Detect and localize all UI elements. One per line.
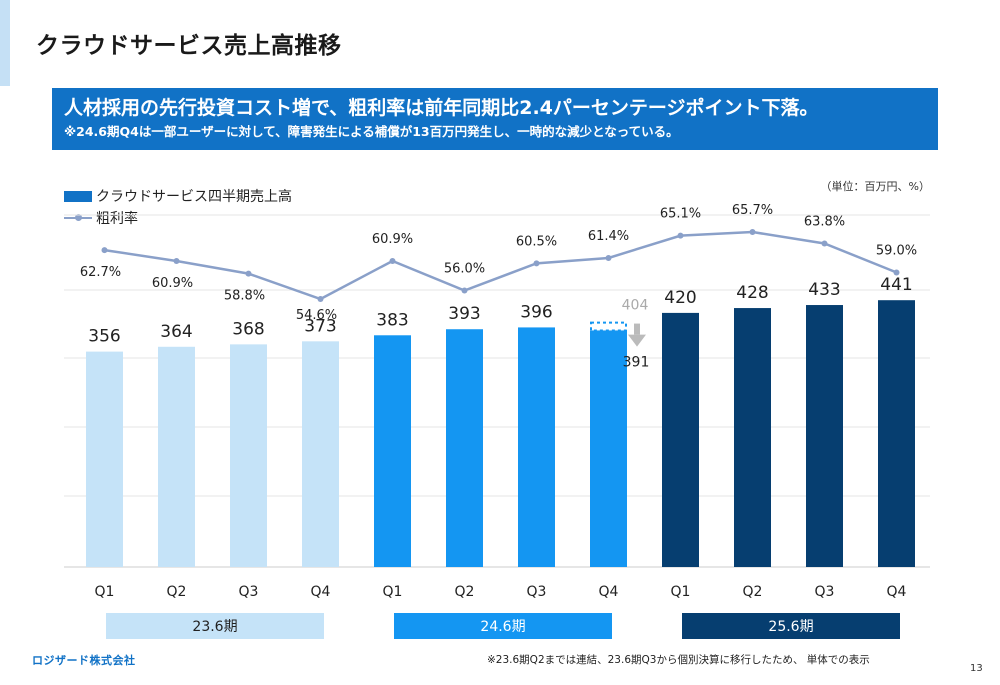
- bar-5: [374, 335, 411, 567]
- page-title: クラウドサービス売上高推移: [36, 33, 342, 59]
- bar-4: [302, 341, 339, 567]
- legend-item-sales: クラウドサービス四半期売上高: [64, 185, 292, 207]
- x-tick-label: Q3: [239, 584, 259, 600]
- margin-point: [173, 257, 180, 264]
- reported-value-label: 391: [623, 355, 650, 371]
- margin-point: [389, 257, 396, 264]
- margin-value-label: 61.4%: [588, 229, 629, 244]
- x-tick-label: Q3: [815, 584, 835, 600]
- decline-arrow-head: [628, 334, 646, 347]
- margin-point: [677, 232, 684, 239]
- margin-value-label: 65.7%: [732, 203, 773, 218]
- margin-point: [533, 260, 540, 267]
- bar-value-label: 356: [88, 327, 120, 347]
- x-tick-label: Q4: [887, 584, 907, 600]
- bar-2: [158, 346, 195, 567]
- bar-value-label: 420: [664, 288, 696, 308]
- bar-value-label: 373: [304, 316, 336, 336]
- footnote: ※23.6期Q2までは連結、23.6期Q3から個別決算に移行したため、 単体での…: [487, 654, 870, 666]
- margin-point: [461, 287, 468, 294]
- bar-3: [230, 344, 267, 567]
- bar-value-label: 383: [376, 310, 408, 330]
- margin-value-label: 63.8%: [804, 214, 845, 229]
- bar-7: [518, 327, 555, 567]
- margin-value-label: 62.7%: [80, 265, 121, 280]
- bar-value-label: 428: [736, 283, 768, 303]
- summary-banner: 人材採用の先行投資コスト増で、粗利率は前年同期比2.4パーセンテージポイント下落…: [52, 88, 938, 150]
- margin-value-label: 54.6%: [296, 308, 337, 323]
- margin-value-label: 56.0%: [444, 262, 485, 277]
- x-tick-label: Q2: [167, 584, 187, 600]
- legend-label-sales: クラウドサービス四半期売上高: [96, 189, 292, 205]
- margin-point: [893, 269, 900, 276]
- x-tick-label: Q4: [311, 584, 331, 600]
- x-tick-label: Q3: [527, 584, 547, 600]
- margin-value-label: 65.1%: [660, 207, 701, 222]
- compensation-gap-outline: [590, 321, 627, 332]
- bar-10: [734, 308, 771, 567]
- decline-arrow-shaft: [634, 323, 640, 335]
- x-tick-label: Q2: [743, 584, 763, 600]
- bar-11: [806, 305, 843, 567]
- x-tick-label: Q1: [95, 584, 115, 600]
- margin-value-label: 60.9%: [372, 232, 413, 247]
- margin-point: [317, 296, 324, 302]
- x-tick-label: Q1: [671, 584, 691, 600]
- x-tick-label: Q2: [455, 584, 475, 600]
- bar-value-label: 368: [232, 319, 264, 339]
- margin-point: [245, 270, 252, 277]
- unit-note: （単位：百万円、%）: [820, 180, 930, 193]
- legend-bar-swatch: [64, 190, 92, 202]
- bar-6: [446, 329, 483, 567]
- bar-1: [86, 351, 123, 567]
- page-number: 13: [970, 663, 983, 674]
- period-label-fy24: 24.6期: [394, 613, 612, 639]
- x-tick-label: Q4: [599, 584, 619, 600]
- legend-line-swatch: [64, 214, 92, 221]
- banner-headline: 人材採用の先行投資コスト増で、粗利率は前年同期比2.4パーセンテージポイント下落…: [64, 97, 819, 119]
- company-logo: ロジザード株式会社: [32, 654, 136, 667]
- margin-value-label: 58.8%: [224, 289, 265, 304]
- period-label-fy25: 25.6期: [682, 613, 900, 639]
- title-accent-bar: [0, 0, 10, 86]
- bar-value-label: 364: [160, 322, 192, 342]
- margin-point: [605, 254, 612, 261]
- margin-value-label: 60.5%: [516, 234, 557, 249]
- pre-compensation-value-label: 404: [622, 298, 649, 314]
- bar-9: [662, 312, 699, 567]
- bar-value-label: 433: [808, 280, 840, 300]
- bar-12: [878, 300, 915, 567]
- gross-margin-line: [104, 230, 897, 301]
- bar-value-label: 396: [520, 302, 552, 322]
- bar-8: [590, 330, 627, 567]
- margin-point: [821, 240, 828, 247]
- margin-point: [749, 229, 756, 235]
- margin-value-label: 60.9%: [152, 276, 193, 291]
- period-label-fy23: 23.6期: [106, 613, 324, 639]
- margin-value-label: 59.0%: [876, 243, 917, 258]
- x-tick-label: Q1: [383, 584, 403, 600]
- bar-value-label: 393: [448, 304, 480, 324]
- banner-note: ※24.6期Q4は一部ユーザーに対して、障害発生による補償が13百万円発生し、一…: [64, 124, 679, 139]
- bar-value-label: 441: [880, 275, 912, 295]
- margin-point: [101, 247, 108, 254]
